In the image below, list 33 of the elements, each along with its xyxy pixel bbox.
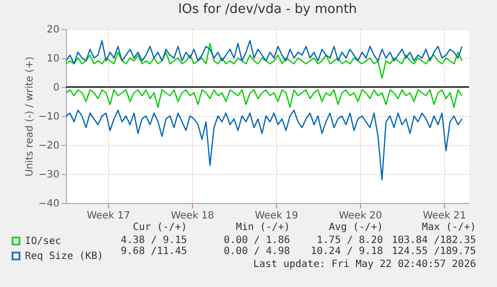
text: 10.24 / 9.18	[310, 246, 383, 257]
y-tick-label: −30	[38, 170, 60, 180]
text: 9.68 /11.45	[120, 246, 187, 257]
text: Last update: Fri May 22 02:40:57 2026	[252, 259, 476, 271]
x-tick-label: Week 20	[338, 210, 382, 222]
text: 4.38 / 9.15	[120, 235, 187, 246]
text: 1.75 / 8.20	[316, 235, 383, 246]
text: 124.55 /189.75	[392, 246, 476, 257]
x-tick-label: Week 17	[86, 210, 130, 222]
y-tick-label: −40	[38, 198, 60, 210]
legend-label: IO/sec	[25, 236, 62, 247]
y-tick-label: −10	[38, 112, 60, 122]
line-series	[65, 110, 463, 180]
line-series	[65, 89, 463, 108]
x-tick-label: Week 19	[254, 210, 298, 222]
y-tick-label: −20	[38, 140, 60, 152]
text: 103.84 /182.35	[392, 235, 476, 246]
chart-title: IOs for /dev/vda - by month	[178, 2, 357, 17]
text: Cur (-/+)	[132, 222, 187, 234]
line-series	[65, 40, 463, 64]
text: Min (-/+)	[236, 222, 290, 233]
line-series	[65, 42, 463, 79]
y-axis-title: Units read (-) / write (+)	[24, 56, 36, 177]
text: Max (-/+)	[422, 222, 476, 233]
y-tick-label: 0	[53, 82, 60, 94]
text: Avg (-/+)	[328, 222, 383, 233]
x-tick-label: Week 18	[170, 210, 214, 222]
y-tick-label: 20	[46, 24, 60, 36]
legend-label: Req Size (KB)	[25, 251, 104, 262]
text: 0.00 / 1.86	[224, 235, 290, 246]
x-tick-label: Week 21	[422, 210, 466, 222]
text: 0.00 / 4.98	[224, 246, 290, 257]
y-tick-label: 10	[46, 54, 60, 64]
